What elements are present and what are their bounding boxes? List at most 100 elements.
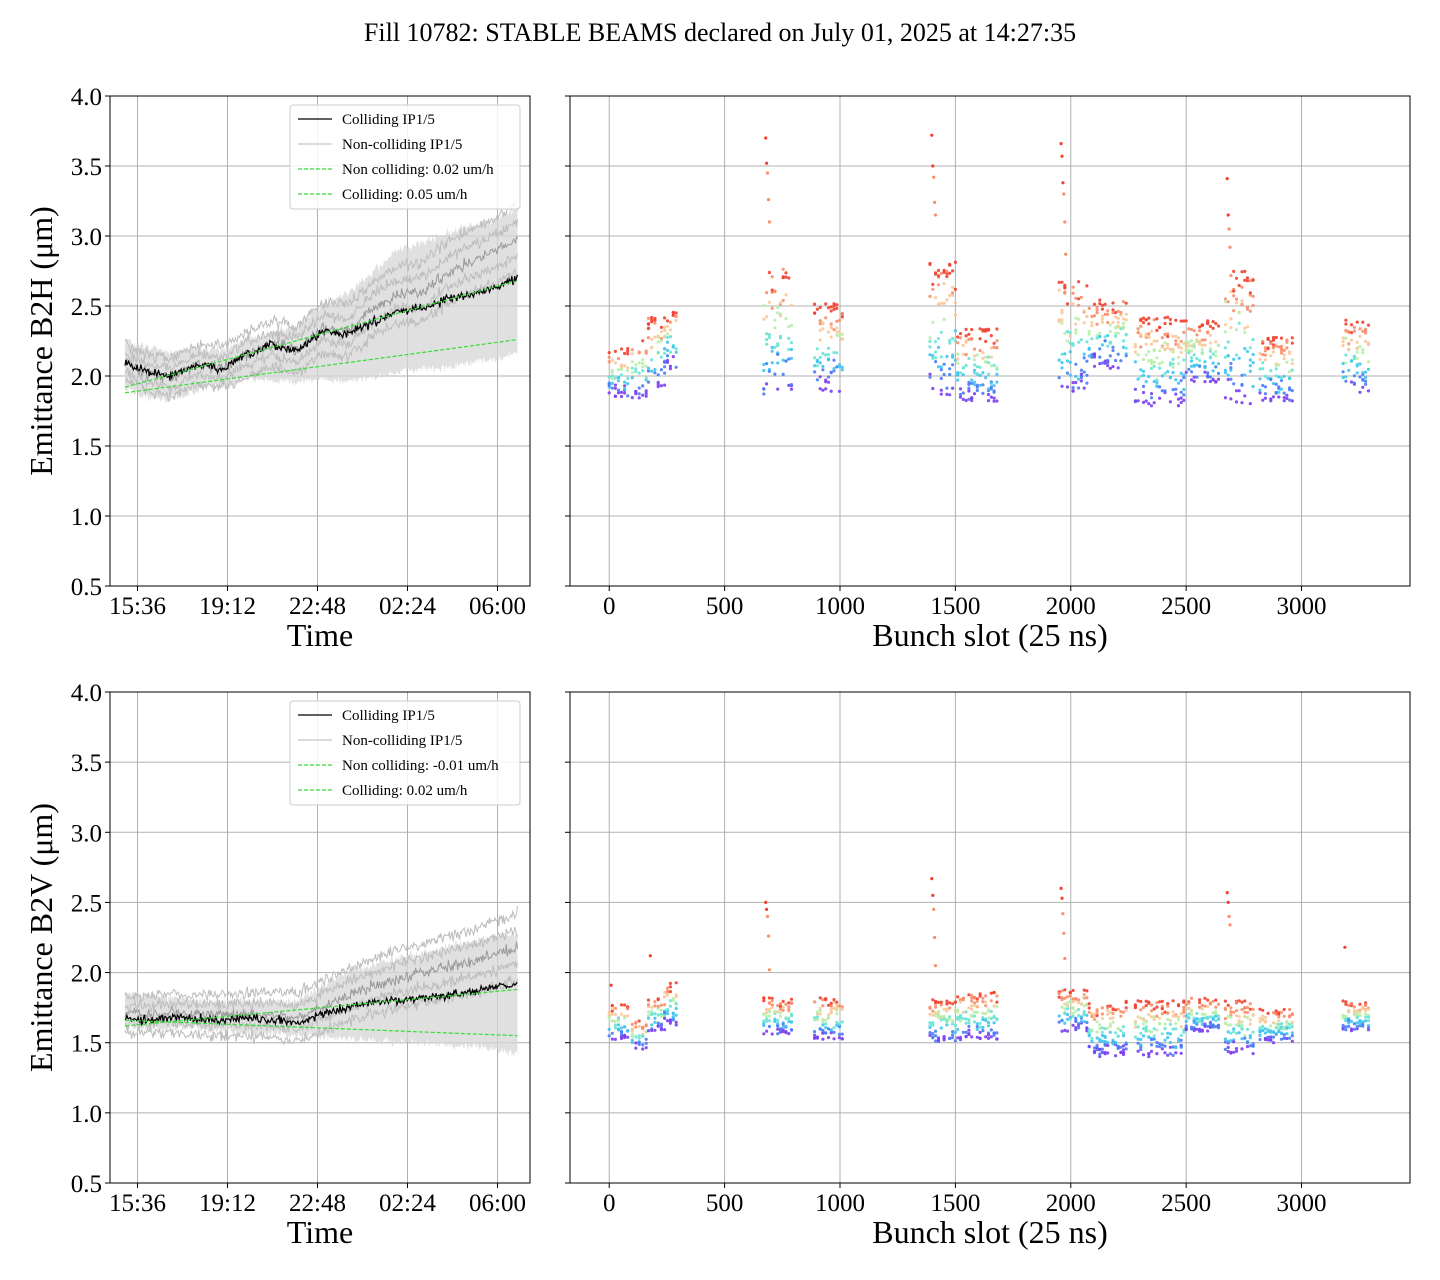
- bunch-point: [821, 327, 825, 331]
- bunch-point: [1121, 1034, 1126, 1038]
- bunch-point: [821, 388, 825, 392]
- bunch-point: [970, 1004, 974, 1008]
- bunch-point: [1057, 280, 1061, 284]
- bunch-point: [948, 393, 952, 397]
- bunch-point: [958, 1035, 963, 1039]
- bunch-point: [668, 350, 673, 354]
- bunch-point: [1290, 1012, 1294, 1016]
- bunch-point: [1158, 385, 1162, 389]
- bunch-point: [610, 386, 614, 390]
- bunch-point: [934, 360, 938, 364]
- bunch-point: [1147, 359, 1151, 363]
- bunch-point: [992, 1021, 996, 1025]
- bunch-point: [986, 399, 991, 403]
- bunch-point: [789, 1014, 794, 1018]
- bunch-point: [1226, 377, 1230, 382]
- bunch-point: [630, 396, 634, 400]
- bunch-point: [1352, 325, 1356, 329]
- bunch-point: [767, 333, 772, 337]
- bunch-point: [824, 997, 828, 1001]
- bunch-point-outlier: [1059, 886, 1063, 891]
- bunch-point: [1136, 399, 1140, 403]
- bunch-point: [626, 394, 630, 398]
- bunch-point: [665, 335, 670, 339]
- bunch-point: [1155, 1052, 1159, 1056]
- bunch-point: [1206, 1005, 1210, 1009]
- bunch-point: [1189, 349, 1194, 353]
- bunch-point: [637, 361, 641, 365]
- bunch-point: [1100, 1006, 1104, 1010]
- bunch-point-outlier: [1060, 896, 1064, 900]
- bunch-point: [934, 271, 938, 275]
- bunch-point: [1174, 339, 1178, 343]
- bunch-point: [1208, 1001, 1212, 1005]
- figure-title: Fill 10782: STABLE BEAMS declared on Jul…: [363, 18, 1077, 47]
- bunch-point: [1090, 1028, 1094, 1032]
- bunch-point: [1364, 370, 1368, 374]
- bunch-point: [1211, 326, 1215, 330]
- bunch-point: [1279, 1010, 1284, 1015]
- bunch-point: [644, 391, 648, 396]
- bunch-point: [939, 376, 943, 381]
- bunch-point: [942, 372, 946, 377]
- bunch-point: [1251, 361, 1255, 365]
- bunch-point: [995, 380, 999, 384]
- bunch-point: [1344, 1002, 1348, 1007]
- bunch-point: [928, 1031, 932, 1035]
- bunch-point: [641, 361, 645, 365]
- bunch-point: [1261, 398, 1265, 402]
- bunch-point: [967, 1024, 971, 1028]
- bunch-point: [1277, 1030, 1281, 1034]
- bunch-point: [1065, 995, 1070, 999]
- bunch-point: [1074, 1026, 1078, 1030]
- bunch-point: [978, 337, 982, 341]
- bunch-point: [773, 1010, 777, 1014]
- bunch-point: [1269, 377, 1273, 382]
- bunch-point: [818, 1006, 822, 1011]
- bunch-point: [1223, 323, 1227, 327]
- bunch-point: [1214, 998, 1218, 1002]
- bunch-point: [1198, 1005, 1202, 1009]
- bunch-point: [829, 389, 833, 393]
- bunch-point: [1160, 360, 1164, 364]
- bunch-point: [1341, 361, 1345, 366]
- colliding-trace: [124, 982, 518, 1027]
- bunch-point: [1090, 320, 1094, 325]
- bunch-point: [1147, 1035, 1151, 1039]
- bunch-point: [1139, 318, 1143, 323]
- bunch-point: [607, 1015, 611, 1020]
- legend-label: Non-colliding IP1/5: [342, 137, 462, 153]
- bunch-point: [992, 363, 996, 367]
- bunch-point: [1106, 1040, 1110, 1045]
- bunch-point: [653, 1020, 657, 1024]
- bunch-point: [1263, 396, 1267, 400]
- bunch-point: [1098, 1026, 1102, 1031]
- bunch-point: [1147, 1055, 1151, 1059]
- bunch-point: [1187, 1001, 1191, 1005]
- bunch-point: [1060, 1018, 1064, 1023]
- bunch-point: [1211, 1025, 1215, 1029]
- bunch-point: [989, 999, 993, 1003]
- x-tick-label: 02:24: [379, 593, 436, 620]
- bunch-point: [1216, 362, 1221, 366]
- bunch-point: [1063, 1007, 1067, 1011]
- bunch-point: [770, 1005, 774, 1010]
- non-colliding-trace: [124, 906, 518, 1002]
- bunch-point: [956, 378, 960, 382]
- bunch-point: [1263, 346, 1267, 350]
- bunch-point: [1136, 377, 1140, 381]
- bunch-point: [1352, 357, 1356, 361]
- bunch-point: [778, 1005, 783, 1009]
- bunch-point: [646, 322, 651, 326]
- bunch-point: [1087, 1031, 1091, 1035]
- bunch-point: [970, 1035, 974, 1039]
- bunch-point: [1095, 308, 1099, 312]
- x-tick-label: 19:12: [199, 1190, 256, 1217]
- bunch-point-outlier: [764, 136, 768, 140]
- bunch-point: [1226, 1015, 1230, 1019]
- bunch-point: [1279, 351, 1284, 355]
- bunch-point: [1124, 346, 1128, 350]
- bunch-point: [1163, 332, 1167, 336]
- bunch-point: [663, 347, 667, 351]
